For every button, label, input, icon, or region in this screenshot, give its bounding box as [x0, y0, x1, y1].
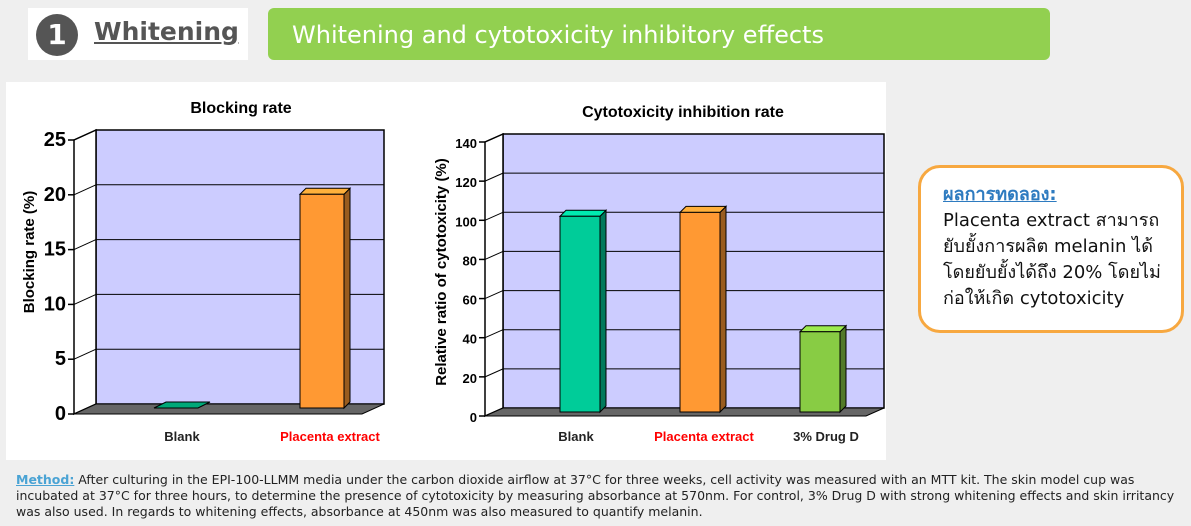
category-label: 3% Drug D: [793, 429, 859, 444]
chart-title: Blocking rate: [190, 100, 291, 117]
note-line: Placenta extract สามารถ: [943, 210, 1160, 231]
category-label: Blank: [164, 429, 200, 444]
gridline-side: [73, 348, 97, 360]
note-line: ก่อให้เกิด cytotoxicity: [943, 288, 1125, 309]
note-title: ผลการทดลอง:: [943, 184, 1057, 205]
y-tick-label: 20: [463, 371, 477, 386]
y-tick-label: 100: [455, 214, 477, 229]
gridline-side: [73, 293, 97, 305]
gridline-side: [484, 133, 504, 143]
bar-side: [599, 209, 607, 414]
bar-side: [719, 205, 727, 414]
bar-side: [839, 324, 847, 414]
y-tick-label: 60: [463, 293, 477, 308]
section-number: 1: [36, 14, 78, 56]
section-badge: 1 Whitening: [28, 8, 248, 60]
gridline-side: [484, 211, 504, 221]
note-line: โดยยับยั้งได้ถึง 20% โดยไม่: [943, 262, 1161, 283]
method-label: Method:: [16, 472, 75, 487]
cytotoxicity-chart: 0 20 40 60 80 100 120 140 Blank Placenta extract 3…: [433, 104, 885, 444]
bar-top: [558, 209, 608, 217]
y-tick-label: 25: [44, 129, 66, 151]
gridline-side: [484, 250, 504, 260]
gridline-side: [73, 239, 97, 251]
note-line: ยับยั้งการผลิต melanin ได้: [943, 236, 1153, 257]
bar-top: [798, 325, 848, 333]
chart-title: Cytotoxicity inhibition rate: [582, 104, 784, 121]
gridline-side: [73, 129, 97, 141]
category-label: Placenta extract: [280, 429, 380, 444]
bar: [799, 331, 841, 413]
bar-top: [678, 205, 728, 213]
category-label: Placenta extract: [654, 429, 754, 444]
y-tick-label: 140: [455, 136, 477, 151]
category-label: Blank: [558, 429, 594, 444]
y-tick-label: 40: [463, 332, 477, 347]
y-tick-label: 20: [44, 184, 66, 206]
result-note: ผลการทดลอง: Placenta extract สามารถ ยับย…: [918, 165, 1184, 333]
bar: [559, 215, 601, 413]
y-tick-label: 10: [44, 293, 66, 315]
y-tick-label: 0: [470, 410, 477, 425]
blocking-rate-chart: 0 5 10 15 20 25 Blank Placenta extract Blocking …: [21, 100, 385, 444]
method-paragraph: Method: After culturing in the EPI-100-L…: [16, 472, 1181, 520]
gridline-side: [73, 184, 97, 196]
gridline-side: [484, 290, 504, 300]
gridline-side: [484, 368, 504, 378]
gridline-side: [484, 172, 504, 182]
banner-title: Whitening and cytotoxicity inhibitory ef…: [268, 8, 1050, 60]
y-tick-label: 5: [55, 348, 66, 370]
chart-panel: 0 5 10 15 20 25 Blank Placenta extract Blocking …: [6, 82, 886, 460]
bar: [299, 193, 345, 409]
bar: [679, 211, 721, 413]
y-axis-label: Blocking rate (%): [21, 191, 38, 314]
y-tick-label: 0: [55, 403, 66, 425]
bar: [153, 401, 211, 409]
gridline-side: [484, 329, 504, 339]
y-axis-label: Relative ratio of cytotoxicity (%): [433, 158, 450, 386]
method-text: After culturing in the EPI-100-LLMM medi…: [16, 472, 1175, 519]
section-title: Whitening: [94, 17, 239, 46]
plot-side-wall: [484, 132, 504, 418]
y-tick-label: 80: [463, 253, 477, 268]
y-tick-label: 15: [44, 239, 66, 261]
y-tick-label: 120: [455, 175, 477, 190]
